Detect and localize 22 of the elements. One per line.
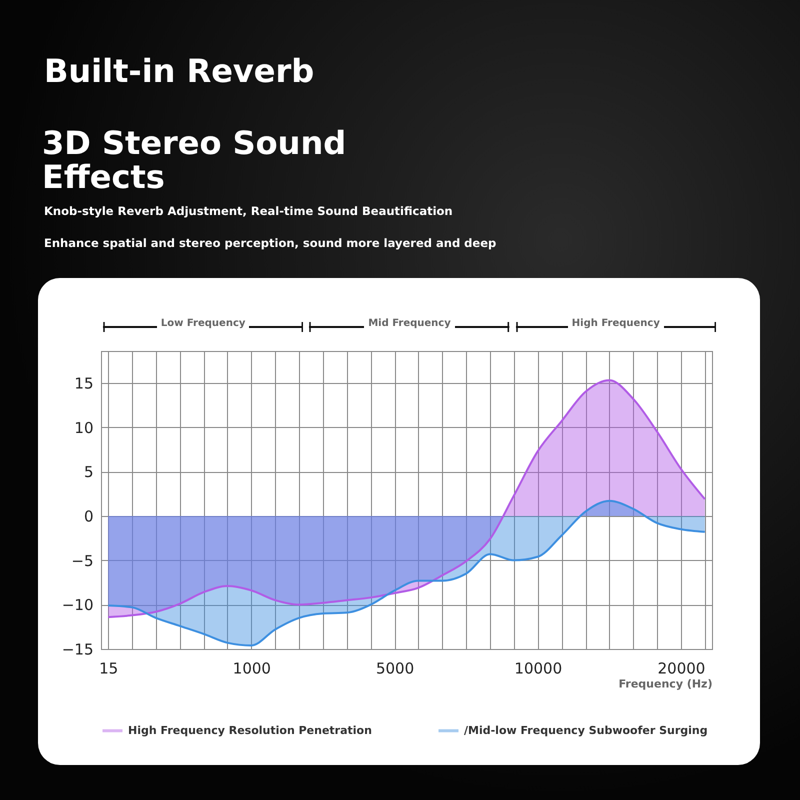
x-axis-title: Frequency (Hz) (618, 678, 712, 690)
x-tick-label: 10000 (514, 660, 562, 678)
y-tick-label: 0 (84, 507, 94, 526)
y-tick-label: 5 (84, 463, 94, 482)
legend-label: /Mid-low Frequency Subwoofer Surging (464, 724, 708, 737)
x-tick-label: 20000 (658, 660, 706, 678)
y-tick-label: 15 (74, 374, 94, 392)
text: Enhance spatial and stereo perception, sound more layered and deep (44, 236, 496, 250)
chart-subtitle: 3D Stereo Sound Effects (42, 124, 348, 196)
text: Low Frequency (156, 318, 250, 329)
chart-title: Built-in Reverb (44, 52, 314, 90)
y-tick-label: −15 (62, 640, 94, 658)
y-tick-label: −5 (71, 552, 94, 570)
y-tick-label: 10 (74, 418, 94, 437)
y-tick-label: −10 (62, 596, 94, 614)
text: Knob-style Reverb Adjustment, Real-time Sound Beautification (44, 204, 453, 218)
text: High Frequency (568, 318, 664, 329)
x-tick-label: 15 (99, 660, 118, 678)
text: Mid Frequency (364, 318, 455, 329)
x-tick-label: 5000 (376, 660, 414, 678)
legend-label: High Frequency Resolution Penetration (128, 724, 372, 737)
x-tick-label: 1000 (232, 660, 271, 678)
